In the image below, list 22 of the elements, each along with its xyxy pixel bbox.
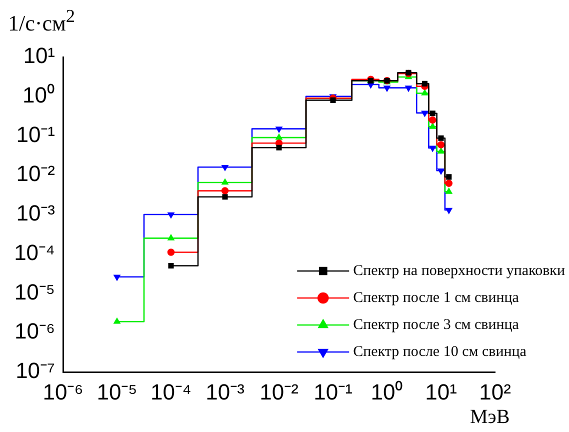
y-tick-label: 10⁻¹ xyxy=(16,122,55,147)
y-tick-label: 10⁻³ xyxy=(16,200,55,226)
legend-label: Спектр на поверхности упаковки xyxy=(353,262,566,279)
legend-label: Спектр после 10 см свинца xyxy=(353,344,527,360)
y-tick-label: 10⁻² xyxy=(16,161,55,186)
x-tick-label: 10⁰ xyxy=(370,379,404,404)
y-tick-label: 10⁰ xyxy=(22,82,55,108)
x-tick-label: 10¹ xyxy=(425,379,457,404)
y-axis-title: 1/с·см$^{2}$ xyxy=(8,6,76,36)
x-tick-label: 10⁻⁵ xyxy=(96,379,138,404)
legend-label: Спектр после 1 см свинца xyxy=(353,290,520,306)
x-tick-label: 10⁻⁴ xyxy=(150,379,192,404)
legend-label: Спектр после 3 см свинца xyxy=(353,316,520,333)
x-tick-label: 10⁻² xyxy=(260,379,298,404)
x-tick-label: 10⁻³ xyxy=(206,379,244,404)
y-tick-label: 10⁻⁶ xyxy=(14,318,55,344)
y-tick-label: 10¹ xyxy=(23,43,55,68)
y-tick-label: 10⁻⁵ xyxy=(14,279,55,304)
x-axis-title: МэВ xyxy=(470,406,510,429)
x-tick-label: 10² xyxy=(479,379,511,404)
x-tick-label: 10⁻¹ xyxy=(314,379,352,404)
y-tick-label: 10⁻⁴ xyxy=(14,240,55,265)
